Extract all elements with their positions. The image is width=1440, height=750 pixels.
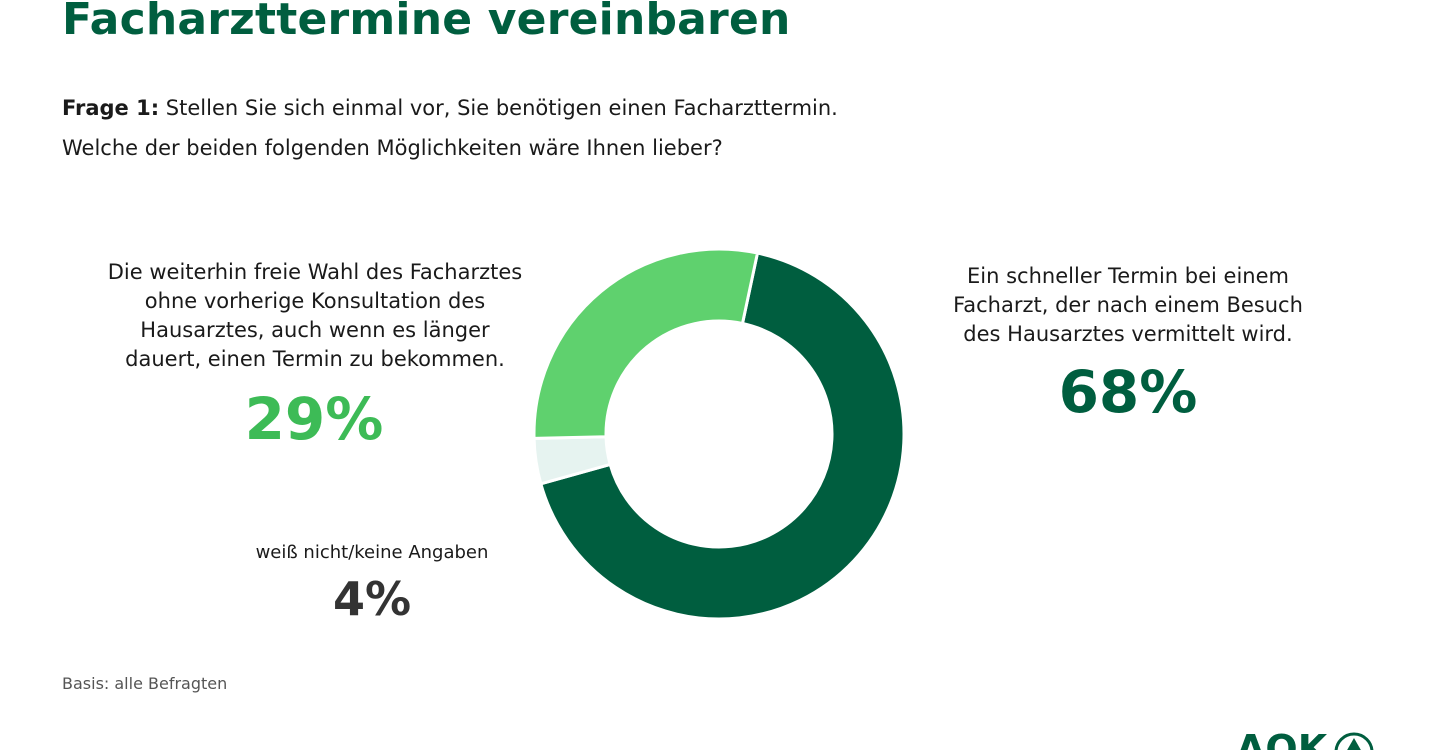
donut-slice-68 — [538, 251, 906, 621]
label-right: Ein schneller Termin bei einem Facharzt,… — [900, 262, 1356, 349]
label-small-line: weiß nicht/keine Angaben — [255, 542, 489, 563]
label-right-line: Facharzt, der nach einem Besuch — [953, 293, 1303, 317]
aok-logo: AOK — [1236, 728, 1386, 750]
basis-note: Basis: alle Befragten — [62, 674, 228, 693]
page-title: Facharzttermine vereinbaren — [62, 0, 791, 45]
label-left: Die weiterhin freie Wahl des Facharztes … — [60, 258, 570, 374]
label-right-line: Ein schneller Termin bei einem — [967, 264, 1289, 288]
data-label-29: 29% — [244, 385, 384, 453]
question-line-2: Welche der beiden folgenden Möglichkeite… — [62, 136, 723, 160]
data-label-68: 68% — [1058, 358, 1198, 426]
question-line-1-text: Stellen Sie sich einmal vor, Sie benötig… — [159, 96, 838, 120]
data-label-4: 4% — [332, 572, 412, 626]
label-left-line: Die weiterhin freie Wahl des Facharztes — [107, 260, 523, 284]
question-text: Frage 1: Stellen Sie sich einmal vor, Si… — [62, 88, 838, 168]
label-left-line: dauert, einen Termin zu bekommen. — [125, 347, 505, 371]
donut-slice-29 — [532, 247, 760, 440]
label-right-line: des Hausarztes vermittelt wird. — [963, 322, 1293, 346]
label-left-line: ohne vorherige Konsultation des — [144, 289, 486, 313]
question-line-1: Frage 1: Stellen Sie sich einmal vor, Si… — [62, 88, 838, 128]
label-left-line: Hausarztes, auch wenn es länger — [140, 318, 490, 342]
question-label: Frage 1: — [62, 96, 160, 120]
label-small: weiß nicht/keine Angaben — [222, 538, 522, 567]
svg-text:AOK: AOK — [1236, 728, 1329, 750]
aok-logo-mark: AOK — [1236, 728, 1374, 750]
